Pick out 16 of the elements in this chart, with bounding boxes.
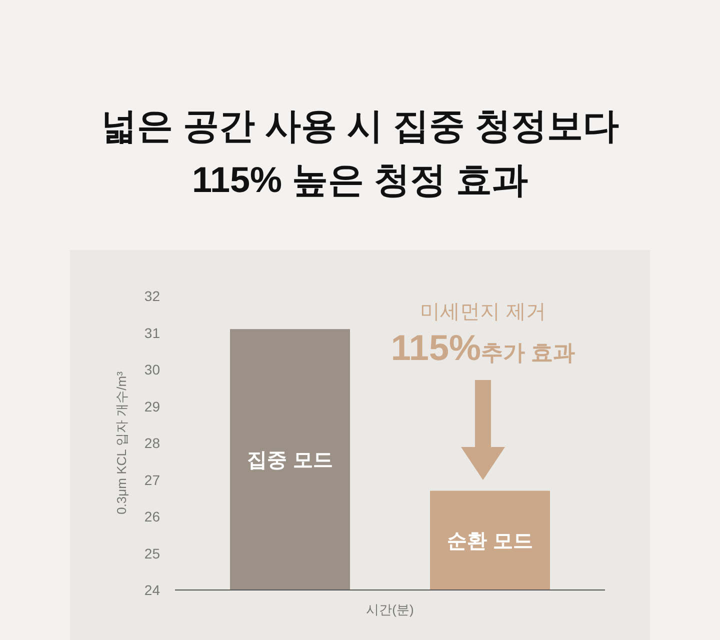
y-tick-label: 24	[144, 582, 160, 598]
y-tick-label: 25	[144, 545, 160, 562]
y-tick-label: 31	[144, 324, 160, 341]
y-tick-label: 26	[144, 508, 160, 524]
annotation: 미세먼지 제거	[420, 301, 546, 323]
x-tick-label: 순환 모드	[447, 530, 533, 552]
y-axis-title: 0.3μm KCL 입자 개수/m³	[114, 370, 129, 514]
chart-title: 넓은 공간 사용 시 집중 청정보다 115% 높은 청정 효과	[100, 105, 620, 200]
y-tick-label: 30	[144, 362, 160, 378]
y-tick-label: 27	[144, 472, 160, 488]
y-tick-label: 28	[144, 435, 160, 451]
x-tick-label: 집중 모드	[247, 450, 333, 472]
annotation: 115%추가 효과	[390, 327, 576, 368]
y-tick-label: 29	[144, 398, 160, 414]
y-tick-label: 32	[144, 288, 160, 304]
x-axis-title: 시간(분)	[366, 602, 414, 617]
